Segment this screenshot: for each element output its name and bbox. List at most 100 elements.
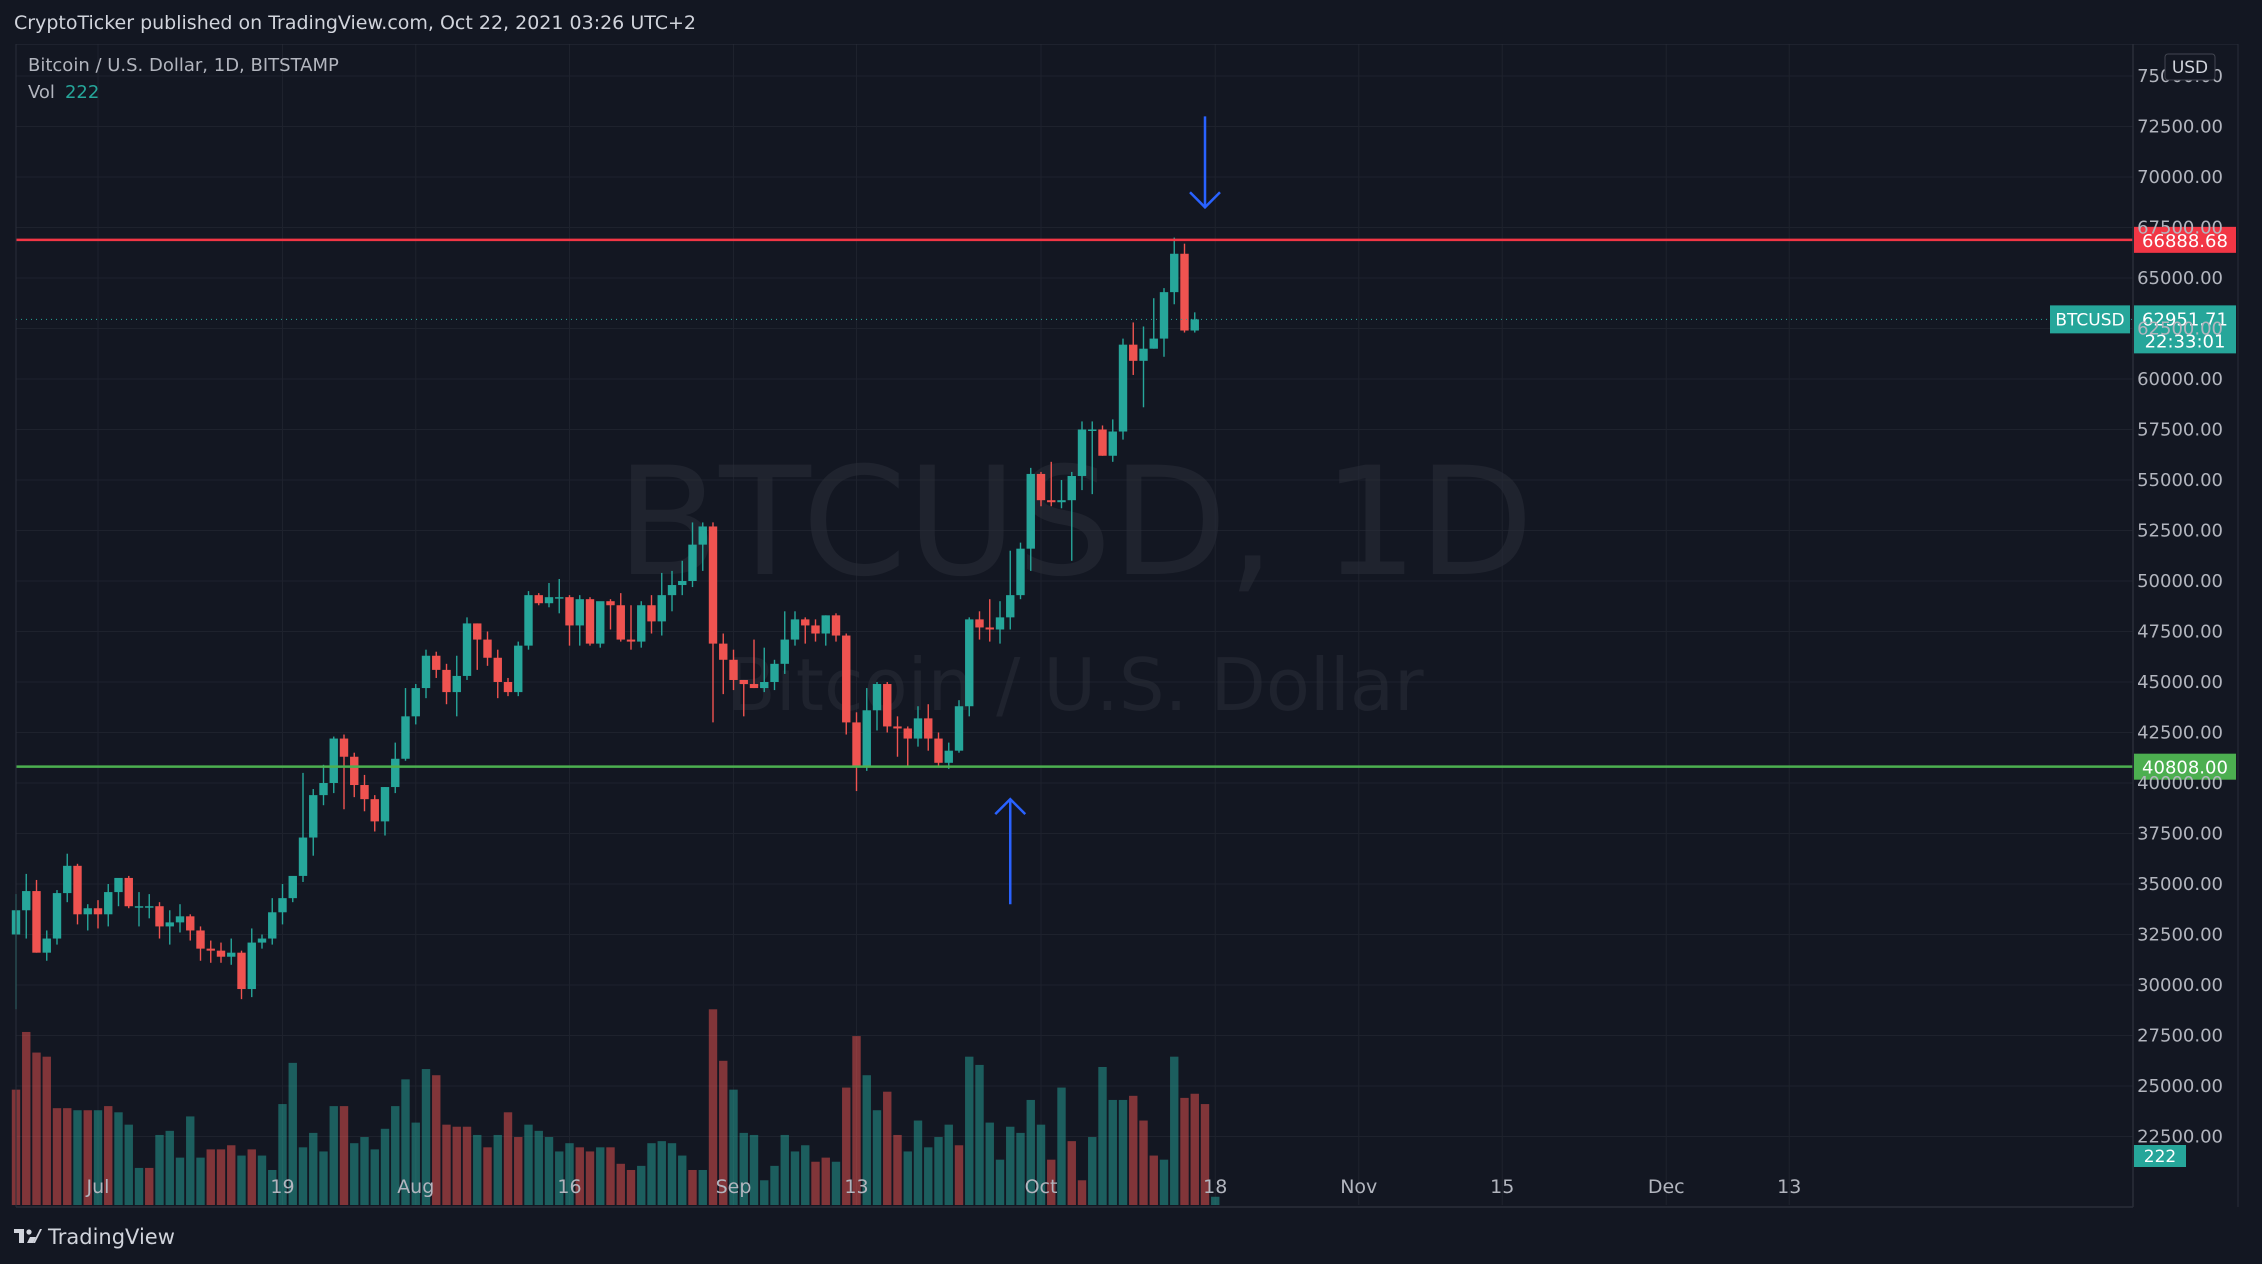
footer[interactable]: TradingView (14, 1222, 175, 1252)
candle-body (995, 617, 1005, 630)
volume-bar (749, 1134, 759, 1205)
candle-body (227, 952, 236, 957)
volume-tag-label: 222 (2144, 1147, 2176, 1167)
volume-bar (944, 1124, 953, 1205)
price-tick-label: 35000.00 (2137, 874, 2223, 895)
time-tick-label: Sep (716, 1176, 752, 1198)
volume-bar (329, 1106, 338, 1205)
volume-bar (565, 1143, 574, 1205)
annotations[interactable] (994, 116, 1221, 905)
volume-bar (913, 1120, 923, 1205)
volume-bar (155, 1134, 164, 1205)
candle-body (924, 718, 933, 739)
volume-bar (145, 1167, 154, 1205)
candle-body (1129, 344, 1138, 361)
currency-box (2164, 53, 2216, 81)
volume-bar (606, 1147, 615, 1205)
arrow-down-head (1189, 191, 1221, 210)
candle-body (309, 795, 318, 838)
volume-bar (411, 1122, 420, 1205)
candle-body (872, 684, 882, 711)
price-tick-label: 60000.00 (2137, 369, 2223, 390)
volume-bar (760, 1180, 769, 1205)
candle-body (862, 710, 871, 767)
volume-bar (790, 1151, 800, 1205)
candle-body (1118, 344, 1128, 432)
candle-body (52, 893, 62, 939)
volume-bar (114, 1112, 123, 1205)
price-tick-label: 40000.00 (2137, 773, 2223, 794)
symbol-legend[interactable]: Bitcoin / U.S. Dollar, 1D, BITSTAMP (28, 55, 339, 76)
price-tick-label: 27500.00 (2137, 1026, 2223, 1047)
candle-body (1170, 253, 1179, 293)
volume-bar (1211, 1196, 1220, 1205)
time-tick-label: Jul (86, 1176, 110, 1198)
candle-body (585, 599, 595, 644)
candle-body (688, 544, 697, 581)
price-tick-label: 62500.00 (2137, 319, 2223, 340)
volume-bar (206, 1149, 215, 1205)
volume-legend-value: 222 (64, 82, 100, 103)
volume-bar (842, 1087, 851, 1205)
candle-body (1036, 473, 1046, 501)
candle-body (462, 623, 472, 676)
volume-bar (196, 1157, 205, 1205)
support-price-tag (2134, 753, 2236, 780)
candle-body (770, 663, 779, 682)
price-tick-label: 55000.00 (2137, 470, 2223, 491)
candle-body (452, 675, 461, 693)
volume-bar (268, 1169, 277, 1205)
volume-bar (954, 1145, 964, 1205)
candle-body (104, 892, 113, 915)
volume-bar (1190, 1093, 1199, 1205)
volume-bar (319, 1151, 328, 1205)
candle-body (883, 684, 892, 727)
candle-body (780, 639, 789, 664)
time-tick-label: Oct (1025, 1176, 1058, 1198)
volume-bar (462, 1126, 472, 1205)
volume-bar (626, 1169, 636, 1205)
volume-bar (1016, 1132, 1025, 1205)
watermark-symbol: BTCUSD, 1D (616, 436, 1533, 610)
candle-body (1067, 475, 1076, 501)
candle-body (503, 682, 513, 693)
volume-bar (801, 1145, 810, 1205)
volume-bar (739, 1132, 748, 1205)
time-tick-label: 19 (270, 1176, 294, 1198)
candles (11, 237, 1199, 1010)
volume-bar (893, 1134, 902, 1205)
price-chart[interactable]: BTCUSD, 1D Bitcoin / U.S. Dollar 66888.6… (0, 44, 2262, 1222)
time-tick-label: 15 (1490, 1176, 1514, 1198)
volume-bar (872, 1110, 882, 1205)
candle-body (739, 679, 748, 685)
volume-bar (657, 1141, 666, 1205)
volume-bar (544, 1137, 554, 1205)
volume-bar (134, 1167, 144, 1205)
volume-bar (1088, 1137, 1097, 1205)
candle-body (555, 597, 564, 599)
volume-bar (688, 1169, 697, 1205)
volume-bar (421, 1069, 431, 1205)
candle-body (145, 906, 154, 908)
candle-body (360, 785, 369, 800)
volume-bar (924, 1147, 933, 1205)
candle-body (760, 682, 769, 689)
candle-body (1190, 319, 1199, 331)
volume-bar (1036, 1124, 1046, 1205)
volume-bar (831, 1161, 841, 1205)
volume-bar (780, 1134, 789, 1205)
candle-body (944, 750, 953, 763)
time-tick-label: 13 (1777, 1176, 1801, 1198)
volume-bar (360, 1137, 369, 1205)
candle-body (483, 639, 492, 658)
volume-bars (11, 1009, 1220, 1205)
volume-bar (1077, 1180, 1087, 1205)
volume-bar (1129, 1095, 1138, 1205)
candle-body (913, 718, 923, 739)
volume-bar (524, 1124, 533, 1205)
candle-body (22, 891, 31, 911)
candle-body (268, 912, 277, 939)
candle-body (370, 799, 379, 822)
candle-body (985, 627, 994, 630)
